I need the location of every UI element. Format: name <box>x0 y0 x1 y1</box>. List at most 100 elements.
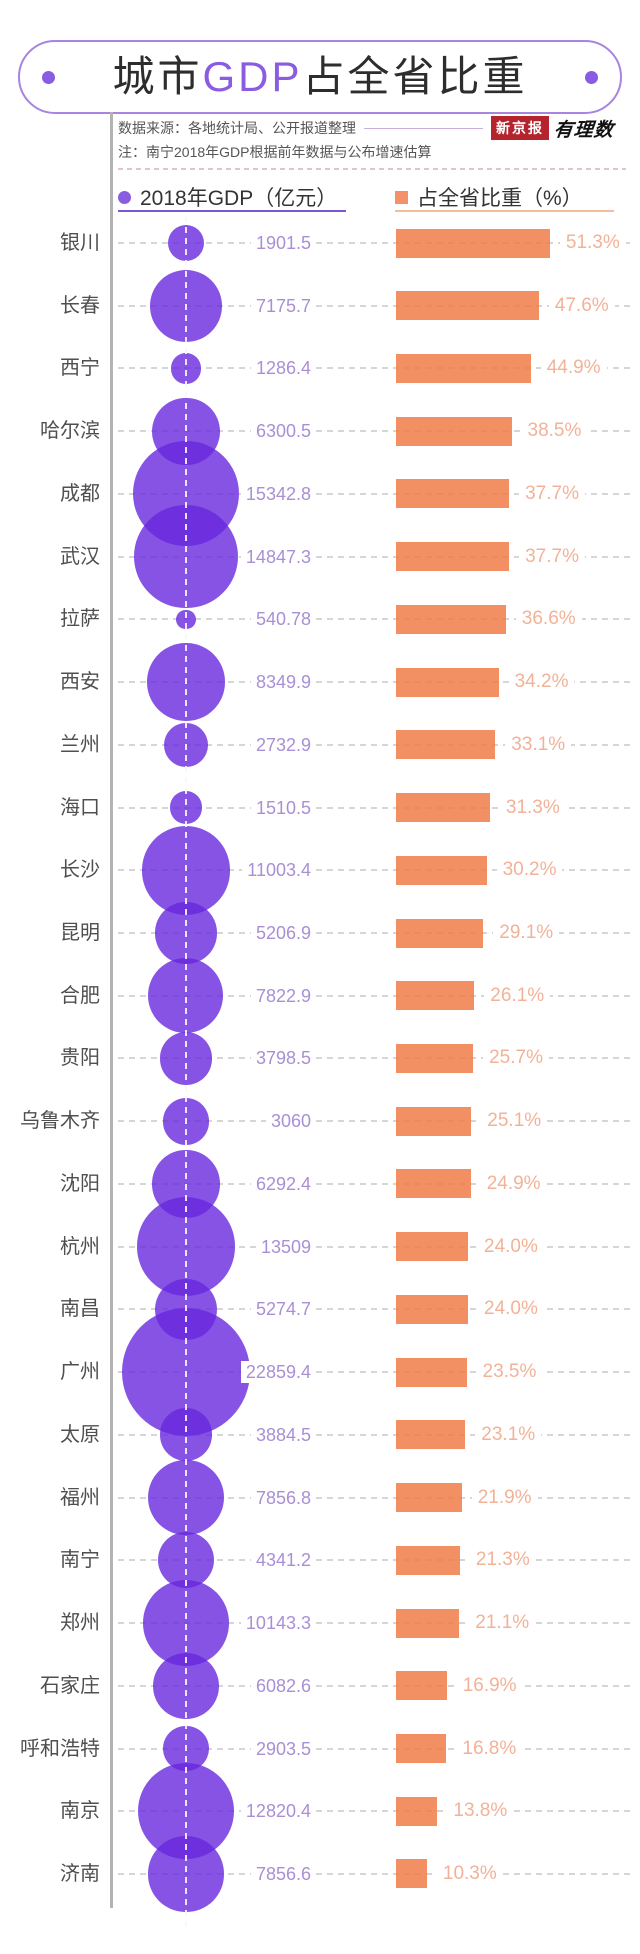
share-bar <box>396 1483 462 1513</box>
city-label: 合肥 <box>60 984 100 1007</box>
city-label: 西宁 <box>60 357 100 380</box>
share-value: 13.8% <box>447 1800 514 1823</box>
row-gridline <box>118 1182 633 1185</box>
share-value: 33.1% <box>505 733 572 756</box>
gdp-value: 10143.3 <box>240 1612 316 1635</box>
row-gridline <box>118 1684 633 1687</box>
row-gridline <box>118 1308 633 1311</box>
share-value: 21.9% <box>471 1486 538 1509</box>
gdp-value: 13509 <box>255 1235 316 1258</box>
share-value: 16.9% <box>456 1674 523 1697</box>
share-value: 24.0% <box>478 1298 544 1321</box>
title-highlight: GDP <box>202 53 303 100</box>
city-label: 呼和浩特 <box>20 1737 100 1760</box>
share-value: 38.5% <box>521 420 588 443</box>
row-gridline <box>118 806 633 809</box>
gdp-value: 7175.7 <box>250 294 316 317</box>
share-value: 23.1% <box>475 1423 542 1446</box>
share-value: 34.2% <box>508 671 575 694</box>
share-value: 16.8% <box>456 1737 523 1760</box>
city-label: 南京 <box>60 1800 100 1823</box>
city-label: 太原 <box>60 1423 100 1446</box>
gdp-value: 3798.5 <box>250 1047 316 1070</box>
row-gridline <box>118 618 633 621</box>
city-label: 长沙 <box>60 859 100 882</box>
city-label: 海口 <box>60 796 100 819</box>
city-label: 银川 <box>60 232 100 254</box>
gdp-value: 22859.4 <box>240 1361 316 1384</box>
title-prefix: 城市 <box>112 53 203 100</box>
city-label: 石家庄 <box>40 1674 100 1697</box>
share-bar <box>396 1294 468 1324</box>
row-gridline <box>118 1872 633 1875</box>
share-value: 31.3% <box>499 796 566 819</box>
row-gridline <box>118 681 633 684</box>
share-bar <box>396 730 496 760</box>
row-gridline <box>118 1433 633 1436</box>
row-gridline <box>118 492 633 495</box>
row-gridline <box>118 1496 633 1499</box>
share-value: 10.3% <box>436 1862 503 1885</box>
row-gridline <box>118 994 633 997</box>
city-label: 沈阳 <box>60 1172 100 1195</box>
share-bar <box>396 667 499 697</box>
row-gridline <box>118 430 633 433</box>
footnote-row: 注：南宁2018年GDP根据前年数据与公布增速估算 <box>118 142 431 164</box>
gdp-value: 7856.8 <box>250 1486 316 1509</box>
page-title: 城市GDP占全省比重 <box>112 42 527 112</box>
share-value: 25.7% <box>483 1047 549 1070</box>
gdp-legend-underline <box>118 210 346 212</box>
share-bar <box>396 479 510 509</box>
share-value: 21.1% <box>469 1612 536 1635</box>
row-gridline <box>118 1057 633 1060</box>
city-label: 南昌 <box>60 1298 100 1321</box>
gdp-value: 3884.5 <box>250 1423 316 1446</box>
share-bar <box>396 1734 447 1764</box>
share-bar <box>396 1608 460 1638</box>
share-bar <box>396 1420 466 1450</box>
data-source-note: 数据来源：各地统计局、公开报道整理 <box>118 120 356 136</box>
city-label: 福州 <box>60 1486 100 1509</box>
row-gridline <box>118 1810 633 1813</box>
bubble-axis-overlay <box>185 216 187 1927</box>
gdp-value: 7856.6 <box>250 1862 316 1885</box>
city-label: 拉萨 <box>60 608 100 631</box>
city-label: 济南 <box>60 1862 100 1885</box>
share-bar <box>396 1043 474 1073</box>
city-label: 南宁 <box>60 1549 100 1572</box>
city-label: 广州 <box>60 1361 100 1384</box>
share-bar <box>396 1169 471 1199</box>
gdp-value: 540.78 <box>250 608 316 631</box>
share-bar <box>396 1859 427 1889</box>
share-value: 44.9% <box>540 357 607 380</box>
city-label: 郑州 <box>60 1612 100 1635</box>
share-value: 37.7% <box>519 545 585 568</box>
row-gridline <box>118 1622 633 1625</box>
share-legend-square-icon <box>395 190 408 204</box>
title-suffix: 占全省比重 <box>302 53 528 100</box>
city-label: 昆明 <box>60 922 100 945</box>
city-label: 成都 <box>60 482 100 505</box>
row-gridline <box>118 743 633 746</box>
row-gridline <box>118 869 633 872</box>
row-gridline <box>118 1747 633 1750</box>
source-divider-line <box>364 127 483 129</box>
share-value: 24.0% <box>478 1235 544 1258</box>
share-bar <box>396 793 490 823</box>
share-bar <box>396 1357 467 1387</box>
row-gridline <box>118 304 633 307</box>
share-bar <box>396 918 484 948</box>
share-bar <box>396 542 510 572</box>
share-bar <box>396 604 506 634</box>
city-label: 杭州 <box>60 1235 100 1258</box>
share-value: 36.6% <box>515 608 582 631</box>
gdp-value: 1510.5 <box>250 796 316 819</box>
gdp-value: 6300.5 <box>250 420 316 443</box>
gdp-legend-label: 2018年GDP（亿元） <box>140 187 338 210</box>
share-bar <box>396 1671 447 1701</box>
share-value: 25.1% <box>481 1110 548 1133</box>
row-gridline <box>118 1371 633 1374</box>
share-value: 29.1% <box>493 922 560 945</box>
gdp-value: 2903.5 <box>250 1737 316 1760</box>
